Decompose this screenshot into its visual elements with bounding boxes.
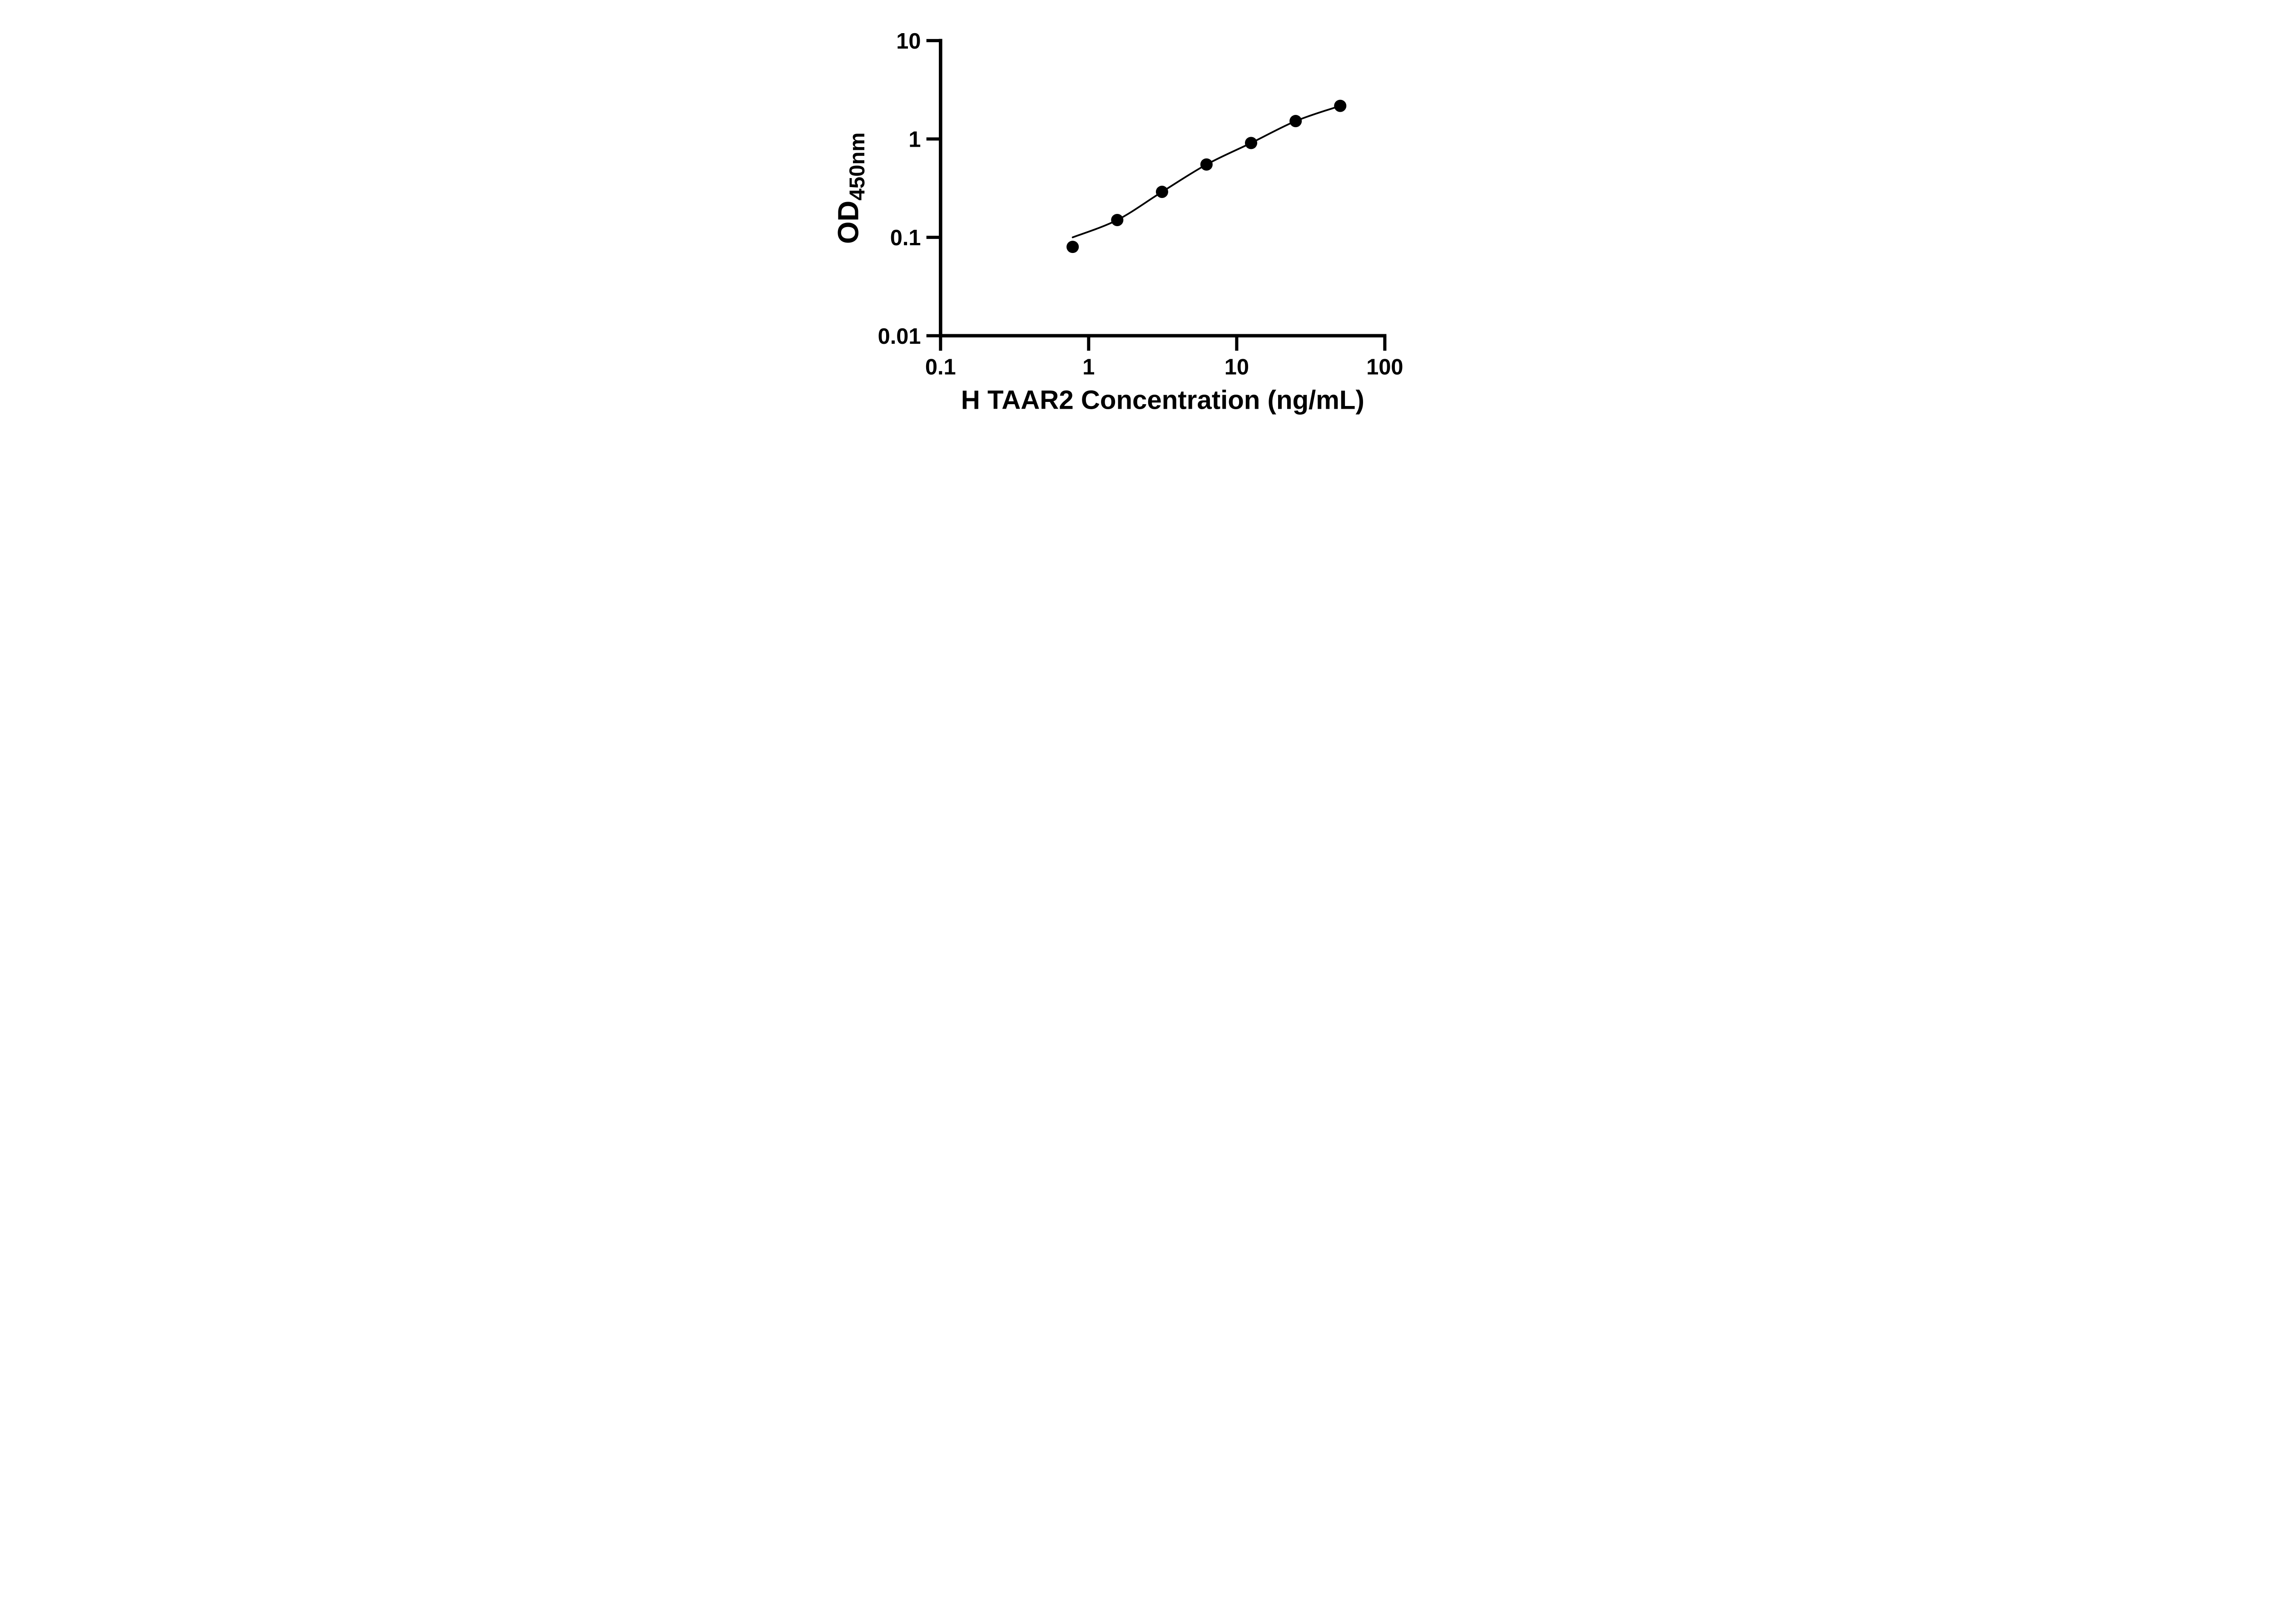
x-tick-label: 100	[1366, 355, 1403, 380]
data-point	[1334, 99, 1347, 112]
data-point	[1111, 213, 1124, 227]
y-tick-label: 10	[896, 29, 921, 54]
x-tick-label: 0.1	[925, 355, 956, 380]
data-point	[1066, 241, 1079, 253]
y-tick-label: 0.01	[878, 324, 921, 349]
x-tick-label: 1	[1082, 355, 1095, 380]
y-tick-label: 0.1	[890, 226, 921, 250]
y-axis-title-subscript: 450nm	[845, 133, 869, 201]
data-point	[1155, 185, 1168, 198]
x-axis-title: H TAAR2 Concentration (ng/mL)	[961, 385, 1364, 415]
data-point	[1245, 137, 1257, 149]
data-point	[1289, 115, 1302, 128]
data-point	[1200, 158, 1213, 171]
x-tick-label: 10	[1225, 355, 1249, 380]
elisa-standard-curve-figure: 0.01 0.1 1 10 0.1 1 10 100 H TAAR2 Concentration…	[818, 0, 1453, 440]
figure-background	[818, 0, 1453, 440]
y-axis-title: OD450nm	[832, 133, 869, 244]
y-axis-title-main: OD	[832, 201, 864, 244]
y-tick-label: 1	[908, 128, 921, 152]
